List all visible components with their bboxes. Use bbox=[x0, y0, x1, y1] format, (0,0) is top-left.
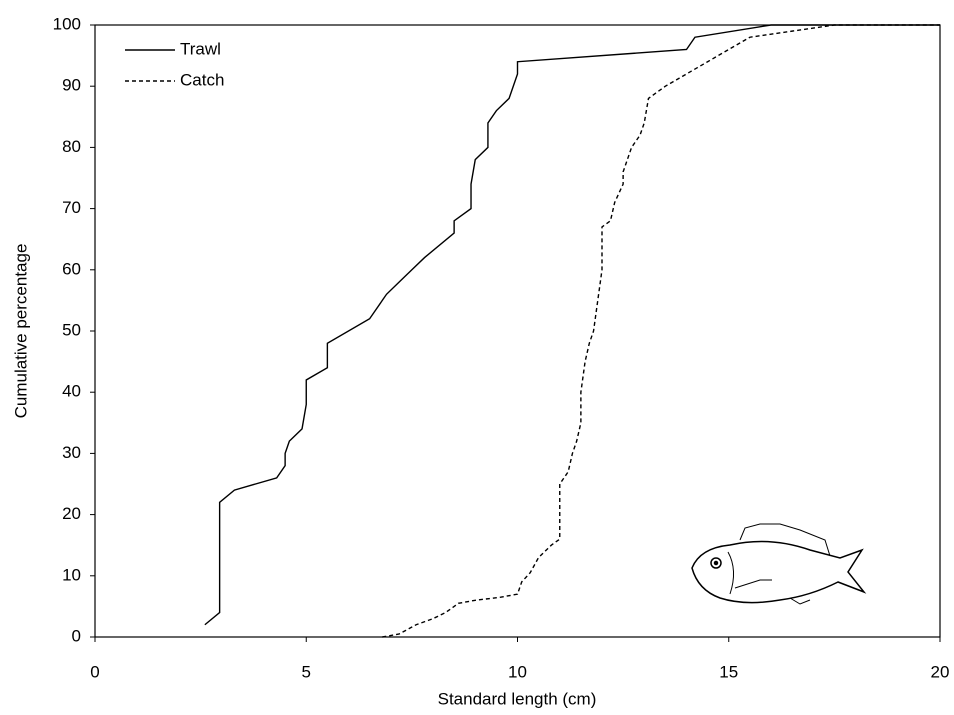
y-tick-label: 30 bbox=[62, 443, 81, 462]
x-tick-label: 0 bbox=[90, 662, 99, 681]
series-line bbox=[382, 24, 940, 638]
x-tick-label: 15 bbox=[719, 662, 738, 681]
y-tick-label: 40 bbox=[62, 382, 81, 401]
x-tick-label: 20 bbox=[931, 662, 950, 681]
y-tick-label: 50 bbox=[62, 320, 81, 339]
plot-frame bbox=[94, 24, 941, 638]
y-axis-label: Cumulative percentage bbox=[11, 244, 30, 419]
x-tick-label: 10 bbox=[508, 662, 527, 681]
y-tick-label: 0 bbox=[72, 626, 81, 645]
x-tick-label: 5 bbox=[302, 662, 311, 681]
legend-label: Trawl bbox=[180, 39, 221, 58]
y-tick-label: 10 bbox=[62, 565, 81, 584]
fish-illustration bbox=[691, 523, 867, 605]
series-line bbox=[204, 24, 940, 626]
legend-label: Catch bbox=[180, 70, 224, 89]
x-axis-label: Standard length (cm) bbox=[438, 689, 597, 708]
y-tick-label: 70 bbox=[62, 198, 81, 217]
y-tick-label: 60 bbox=[62, 259, 81, 278]
y-tick-label: 90 bbox=[62, 76, 81, 95]
y-tick-label: 100 bbox=[53, 14, 81, 33]
y-tick-label: 20 bbox=[62, 504, 81, 523]
y-tick-label: 80 bbox=[62, 137, 81, 156]
